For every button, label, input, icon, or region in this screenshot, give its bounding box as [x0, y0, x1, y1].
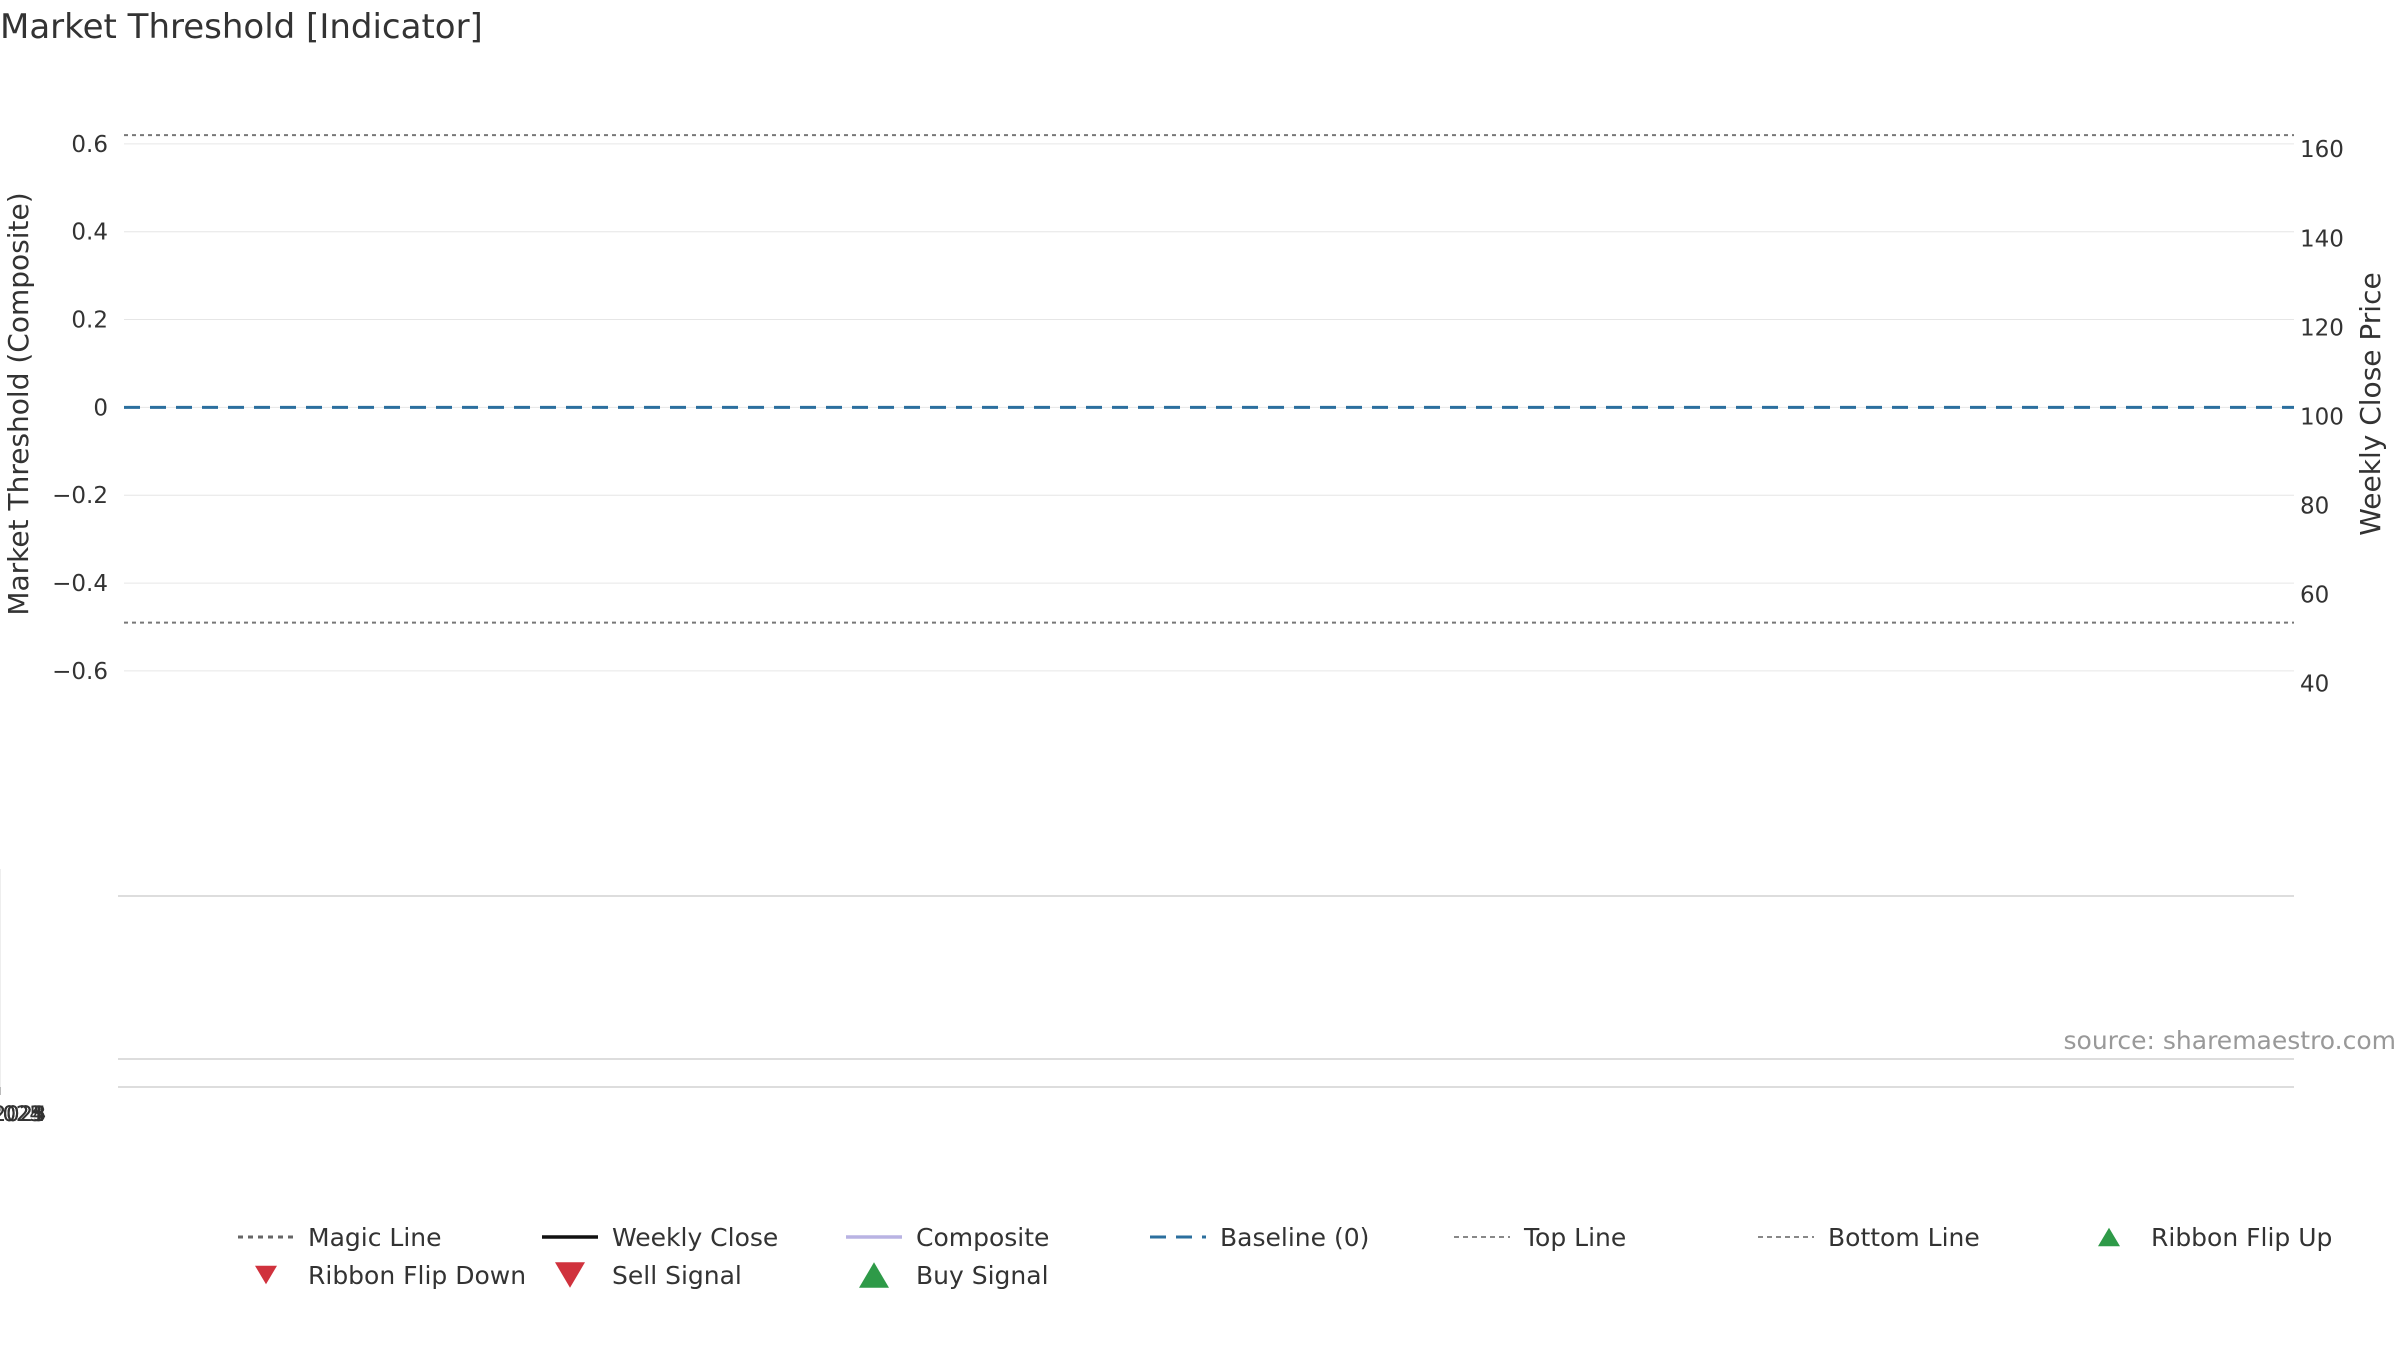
chart-title: Market Threshold [Indicator]	[0, 7, 483, 47]
legend-item: Composite	[846, 1223, 1049, 1252]
right-tick-label: 120	[2300, 315, 2344, 341]
left-tick-label: 0.6	[71, 132, 108, 158]
legend-item: Magic Line	[238, 1223, 442, 1252]
legend-label: Buy Signal	[916, 1261, 1049, 1290]
legend-swatch	[2098, 1227, 2120, 1247]
x-tick-label: Jan 2024	[0, 1102, 46, 1126]
x-tick-label: Jan 2023	[0, 1102, 46, 1126]
right-tick-label: 160	[2300, 137, 2344, 163]
signal-panel	[118, 895, 2294, 1088]
legend-item: Weekly Close	[542, 1223, 778, 1252]
grid	[124, 143, 2294, 672]
legend-item: Ribbon Flip Down	[255, 1261, 526, 1290]
legend-label: Baseline (0)	[1220, 1223, 1369, 1252]
legend-swatch	[555, 1262, 585, 1288]
reference-lines	[124, 134, 2294, 624]
legend-label: Ribbon Flip Down	[308, 1261, 526, 1290]
x-tick-label: Jul 2023	[0, 1102, 43, 1126]
x-tick-label: Jul 2024	[0, 1102, 43, 1126]
legend-item: Ribbon Flip Up	[2098, 1223, 2332, 1252]
left-tick-label: 0.4	[71, 220, 108, 246]
left-axis-label: Market Threshold (Composite)	[2, 192, 35, 615]
legend-label: Weekly Close	[612, 1223, 778, 1252]
right-tick-label: 100	[2300, 404, 2344, 430]
left-axis-ticks: 0.6 0.4 0.2 0 −0.2 −0.4 −0.6	[52, 132, 108, 685]
legend-swatch	[255, 1265, 277, 1285]
legend-item: Baseline (0)	[1150, 1223, 1369, 1252]
legend-swatch	[859, 1262, 889, 1288]
left-tick-label: 0.2	[71, 308, 108, 334]
legend-label: Bottom Line	[1828, 1223, 1980, 1252]
legend-item: Buy Signal	[859, 1261, 1049, 1290]
right-tick-label: 140	[2300, 226, 2344, 252]
legend-label: Magic Line	[308, 1223, 442, 1252]
legend: Magic Line Weekly Close Composite Baseline …	[238, 1223, 2332, 1290]
legend-label: Top Line	[1523, 1223, 1626, 1252]
right-axis-label: Weekly Close Price	[2354, 272, 2387, 535]
left-tick-label: −0.2	[52, 483, 108, 509]
right-tick-label: 80	[2300, 493, 2329, 519]
legend-item: Top Line	[1454, 1223, 1626, 1252]
legend-label: Ribbon Flip Up	[2151, 1223, 2332, 1252]
right-tick-label: 40	[2300, 671, 2329, 697]
left-tick-label: −0.4	[52, 571, 108, 597]
legend-item: Bottom Line	[1758, 1223, 1980, 1252]
left-tick-label: −0.6	[52, 659, 108, 685]
right-tick-label: 60	[2300, 582, 2329, 608]
legend-label: Sell Signal	[612, 1261, 742, 1290]
x-tick-label: Jan 2025	[0, 1102, 46, 1126]
x-axis: Jan 2023Jul 2023Jan 2024Jul 2024Jan 2025…	[0, 869, 46, 1126]
left-tick-label: 0	[93, 395, 108, 421]
right-axis-ticks: 160 140 120 100 80 60 40	[2300, 137, 2344, 697]
legend-item: Sell Signal	[555, 1261, 742, 1290]
legend-label: Composite	[916, 1223, 1049, 1252]
x-tick-label: Jul 2025	[0, 1102, 43, 1126]
source-note: source: sharemaestro.com	[2064, 1026, 2397, 1055]
